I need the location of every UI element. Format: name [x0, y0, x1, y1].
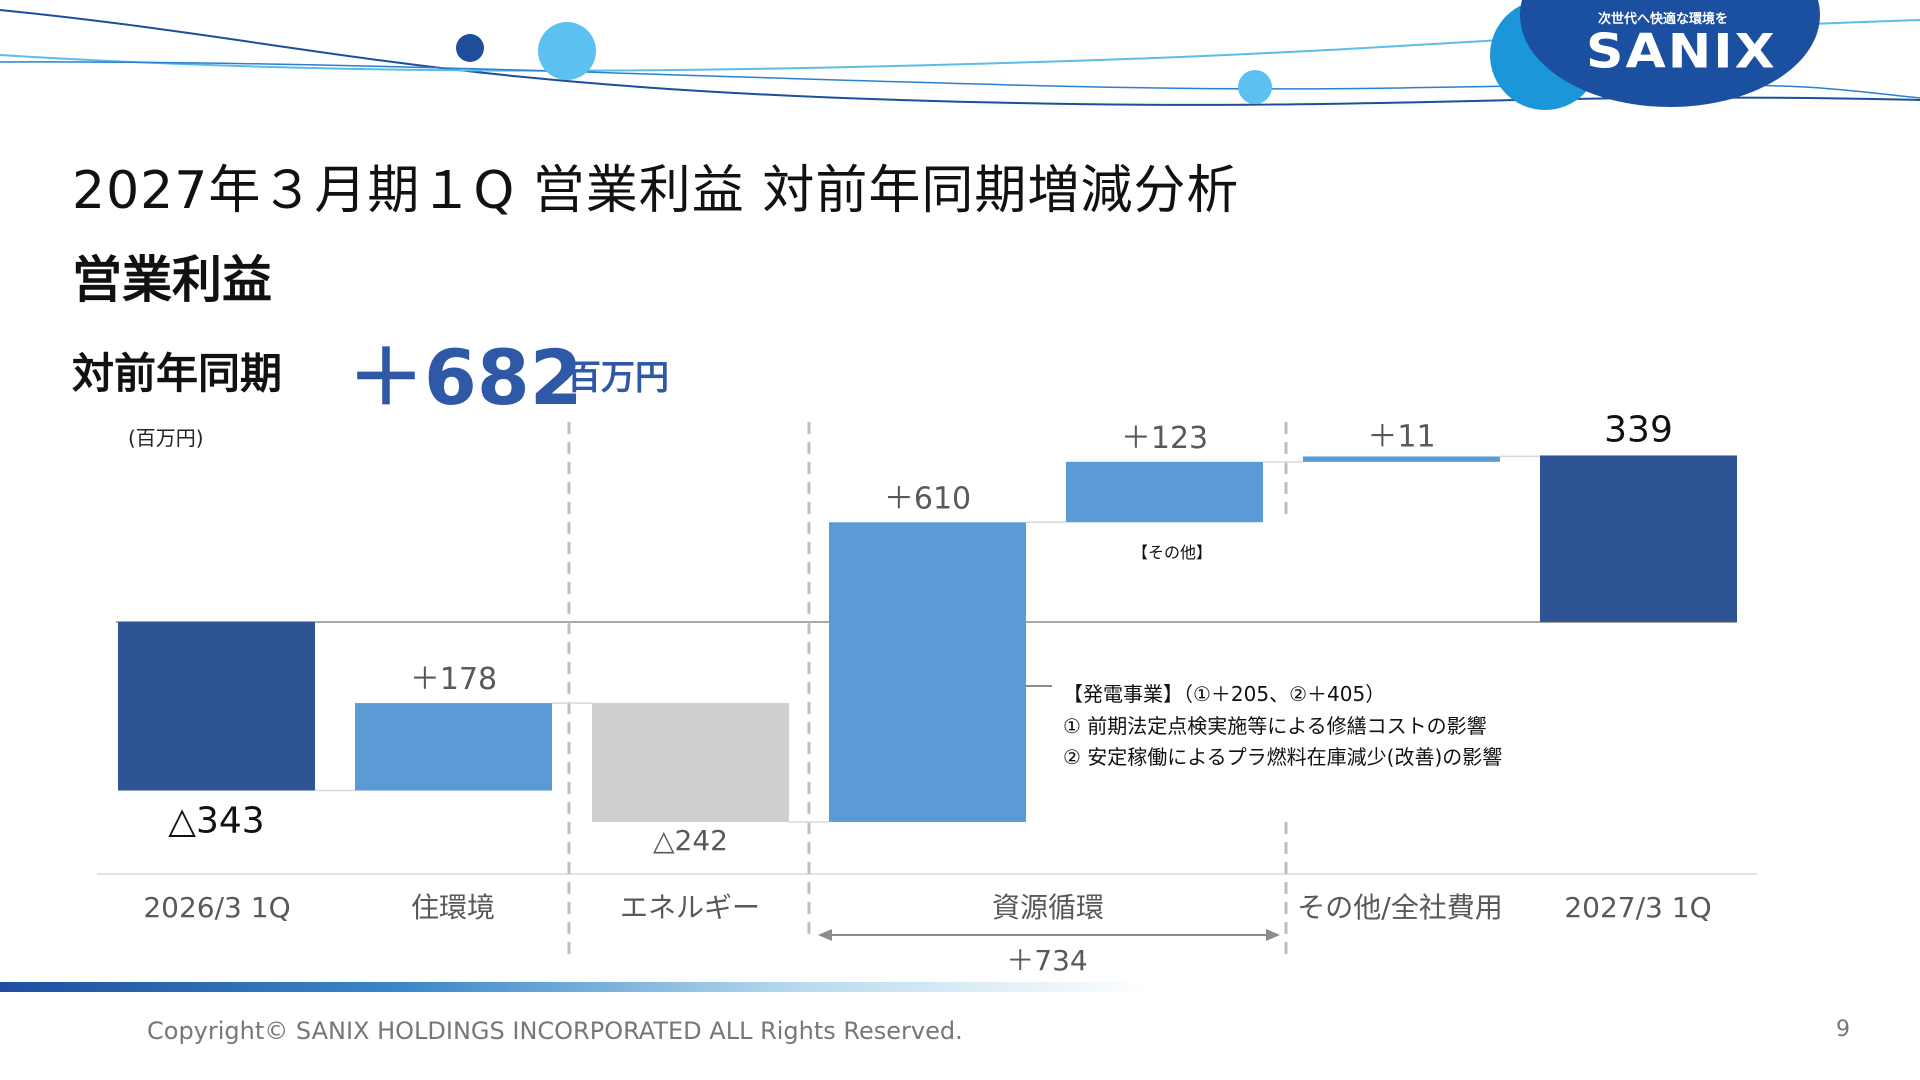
footer-gradient-bar	[0, 982, 1150, 992]
decor-wave-1	[0, 9, 1920, 106]
page-title: 2027年３月期１Q 営業利益 対前年同期増減分析	[72, 161, 1240, 221]
category-label-2: エネルギー	[620, 891, 760, 924]
category-label-4: その他/全社費用	[1297, 891, 1502, 924]
category-label-0: 2026/3 1Q	[143, 891, 290, 924]
resource-bracket-arrow-right	[1266, 929, 1280, 941]
decor-wave-3	[0, 61, 1920, 99]
brand-logo-text: SANIX	[1586, 25, 1777, 79]
bar-3	[829, 522, 1026, 822]
value-label-4: ＋123	[1121, 421, 1208, 456]
bar-note-other: 【その他】	[1132, 543, 1213, 562]
value-label-5: ＋11	[1367, 419, 1435, 454]
waterfall-chart: △343 ＋178 △242 ＋610 ＋123 ＋11 339 2026/3 1Q 住環境 エネ…	[97, 409, 1757, 977]
bar-0	[118, 622, 315, 791]
power-note-line-3: ② 安定稼働によるプラ燃料在庫減少(改善)の影響	[1063, 745, 1503, 769]
page-number: 9	[1836, 1017, 1850, 1042]
footer-copyright: Copyright© SANIX HOLDINGS INCORPORATED A…	[147, 1017, 963, 1045]
power-note-line-2: ① 前期法定点検実施等による修繕コストの影響	[1063, 714, 1487, 738]
yoy-value: ＋682	[348, 333, 583, 422]
chart-grid	[97, 422, 1757, 960]
bar-5	[1303, 456, 1500, 462]
decor-dot-light	[538, 22, 596, 80]
bar-4	[1066, 461, 1263, 523]
brand-tagline: 次世代へ快適な環境を	[1598, 12, 1729, 27]
logo-ellipse-dark	[1520, 0, 1820, 107]
unit-note: (百万円)	[128, 426, 204, 450]
yoy-unit: 百万円	[567, 358, 669, 398]
bar-1	[355, 703, 552, 791]
section-subtitle: 営業利益	[72, 251, 272, 309]
value-label-2: △242	[653, 824, 728, 857]
chart-bars	[118, 455, 1737, 822]
decor-dot-dark	[456, 34, 484, 62]
value-label-0: △343	[168, 801, 264, 842]
bar-6	[1540, 455, 1737, 622]
yoy-label: 対前年同期	[72, 349, 283, 398]
category-label-5: 2027/3 1Q	[1564, 891, 1711, 924]
chart-labels: △343 ＋178 △242 ＋610 ＋123 ＋11 339 2026/3 1Q 住環境 エネ…	[143, 409, 1711, 977]
value-label-1: ＋178	[410, 662, 497, 697]
decor-dot-small	[1238, 70, 1272, 104]
power-note-line-1: 【発電事業】（①＋205、②＋405）	[1063, 682, 1386, 706]
category-label-3: 資源循環	[992, 891, 1104, 924]
value-label-3: ＋610	[884, 481, 971, 516]
resource-total-label: ＋734	[1006, 944, 1087, 977]
resource-bracket-arrow-left	[818, 929, 832, 941]
category-label-1: 住環境	[411, 891, 495, 924]
header-decoration	[0, 0, 1920, 110]
bar-2	[592, 703, 789, 822]
value-label-6: 339	[1604, 409, 1673, 450]
